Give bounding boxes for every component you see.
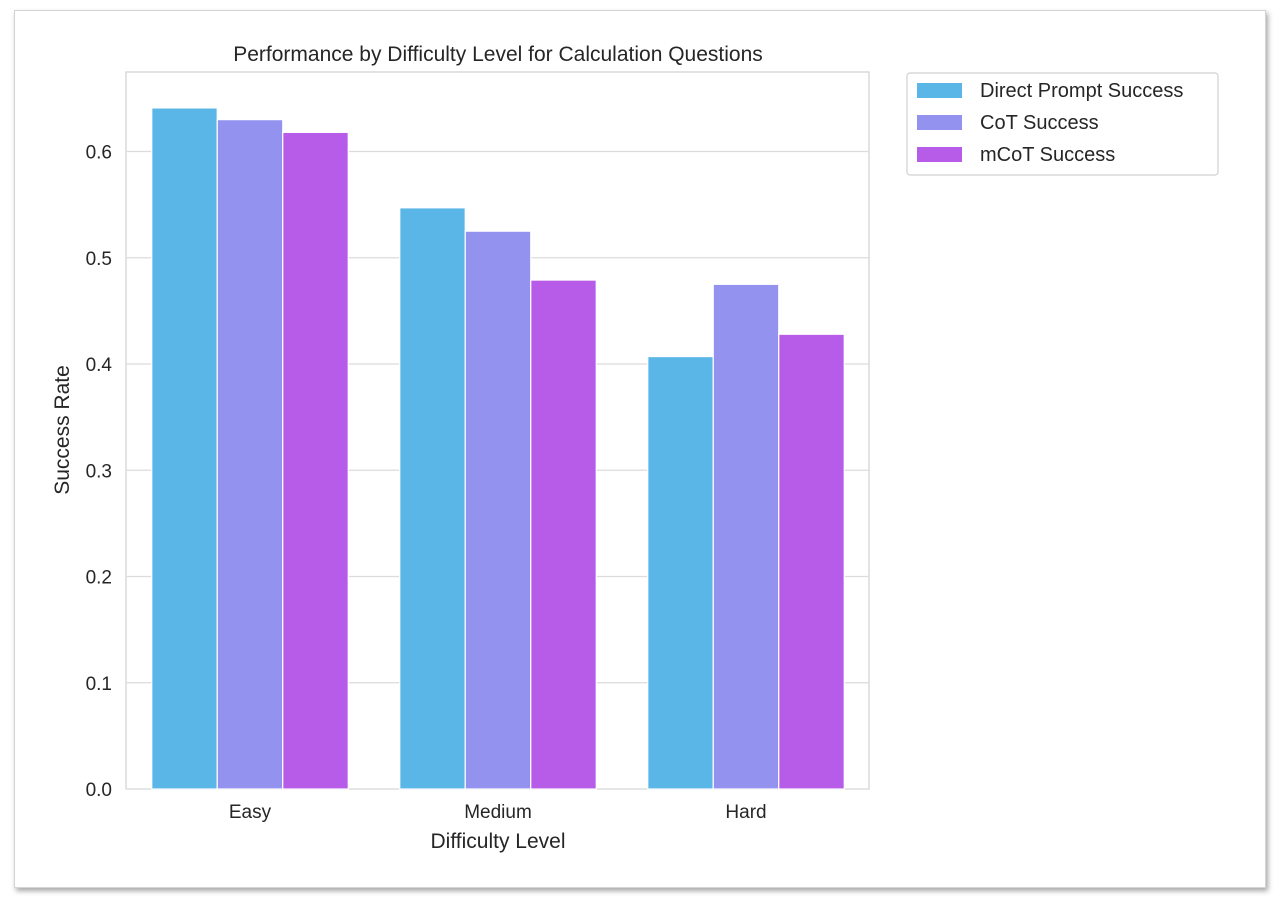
bar-mcot-medium xyxy=(530,279,597,790)
x-axis-ticks: Easy Medium Hard xyxy=(229,802,767,823)
bar-direct-prompt-hard xyxy=(647,355,714,790)
y-tick-label: 0.6 xyxy=(86,143,112,164)
bar-direct-prompt-easy xyxy=(151,107,218,790)
y-axis-ticks: 0.0 0.1 0.2 0.3 0.4 0.5 0.6 xyxy=(86,143,113,802)
bar-cot-hard xyxy=(712,283,780,790)
bar-cot-medium xyxy=(464,230,532,790)
y-tick-label: 0.5 xyxy=(86,249,112,270)
bar-cot-easy xyxy=(216,119,284,790)
y-tick-label: 0.4 xyxy=(86,355,113,376)
x-tick-label: Medium xyxy=(464,802,532,823)
bar-mcot-easy xyxy=(282,131,349,790)
legend-swatch-direct-prompt xyxy=(917,83,962,98)
legend-label-direct-prompt: Direct Prompt Success xyxy=(980,80,1183,102)
legend-items: Direct Prompt Success CoT Success mCoT Suc… xyxy=(917,80,1183,166)
y-tick-label: 0.0 xyxy=(86,780,112,801)
plot-area xyxy=(125,71,870,790)
bar-mcot-hard xyxy=(778,333,845,790)
chart-title: Performance by Difficulty Level for Calc… xyxy=(233,43,763,66)
legend-swatch-mcot xyxy=(917,147,962,162)
bar-direct-prompt-medium xyxy=(399,207,466,790)
x-tick-label: Hard xyxy=(725,802,766,823)
legend-swatch-cot xyxy=(917,115,962,130)
x-tick-label: Easy xyxy=(229,802,272,823)
legend-box xyxy=(906,72,1219,176)
legend-label-cot: CoT Success xyxy=(980,112,1099,134)
y-tick-label: 0.1 xyxy=(86,674,112,695)
y-tick-label: 0.2 xyxy=(86,568,112,589)
bars xyxy=(151,107,845,790)
x-axis-title: Difficulty Level xyxy=(430,830,565,853)
legend-label-mcot: mCoT Success xyxy=(980,144,1115,166)
y-tick-label: 0.3 xyxy=(86,461,112,482)
legend: Direct Prompt Success CoT Success mCoT Suc… xyxy=(906,72,1219,176)
y-axis-title: Success Rate xyxy=(51,365,74,495)
